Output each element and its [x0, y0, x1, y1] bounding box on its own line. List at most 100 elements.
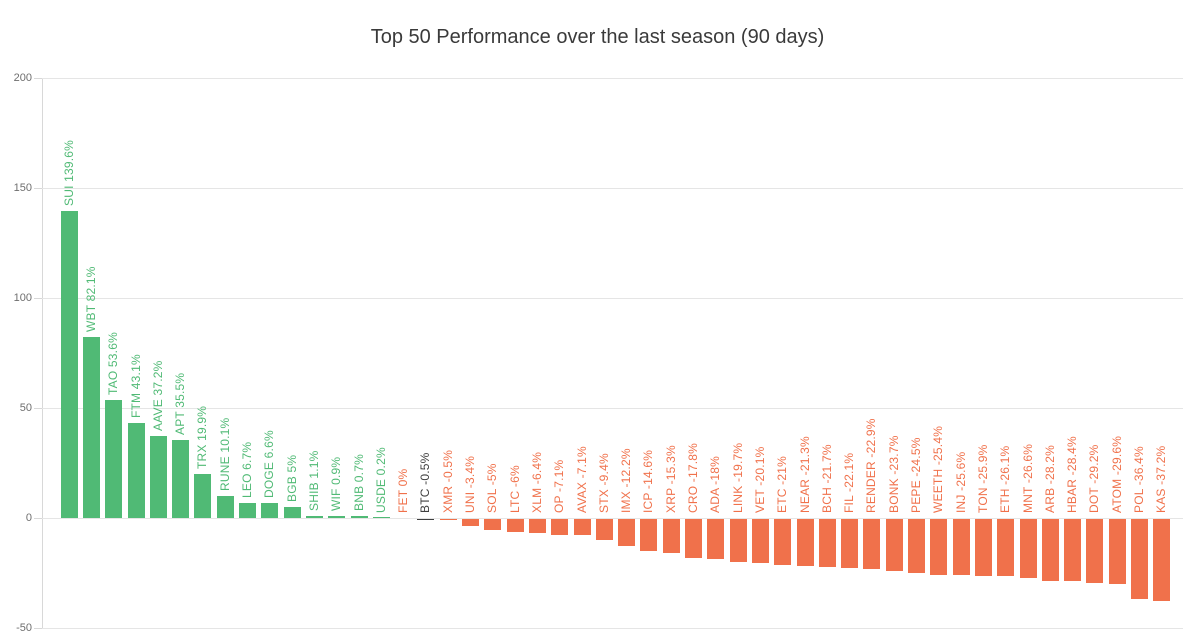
bar-wif[interactable] [328, 516, 346, 518]
bar-label-etc: ETC -21% [775, 456, 790, 513]
bar-btc[interactable] [417, 519, 435, 521]
bar-mnt[interactable] [1019, 519, 1037, 578]
bar-label-apt: APT 35.5% [173, 372, 188, 435]
bar-label-icp: ICP -14.6% [641, 449, 656, 513]
gridline [42, 298, 1183, 299]
bar-shib[interactable] [305, 515, 323, 518]
bar-ton[interactable] [974, 519, 992, 576]
y-tick-label: 150 [13, 182, 32, 194]
bar-ada[interactable] [707, 519, 725, 559]
y-tick-mark [34, 298, 42, 299]
bar-label-pol: POL -36.4% [1132, 446, 1147, 513]
bar-bch[interactable] [818, 519, 836, 567]
bar-label-near: NEAR -21.3% [797, 436, 812, 513]
bar-sol[interactable] [484, 519, 502, 530]
bar-label-render: RENDER -22.9% [864, 418, 879, 513]
bar-link[interactable] [729, 519, 747, 563]
bar-fil[interactable] [841, 519, 859, 568]
bar-label-pepe: PEPE -24.5% [909, 437, 924, 513]
bar-kas[interactable] [1153, 519, 1171, 601]
bar-bnb[interactable] [350, 516, 368, 518]
bar-apt[interactable] [172, 439, 190, 518]
bar-label-aave: AAVE 37.2% [150, 360, 165, 432]
bar-cro[interactable] [685, 519, 703, 559]
plot-area: SUI 139.6% WBT 82.1% TAO 53.6% FTM 43.1% AAV… [42, 78, 1183, 629]
bar-label-weeth: WEETH -25.4% [931, 425, 946, 513]
bar-label-vet: VET -20.1% [752, 446, 767, 513]
bar-xmr[interactable] [439, 519, 457, 521]
bar-inj[interactable] [952, 519, 970, 576]
bar-op[interactable] [551, 519, 569, 535]
bar-pol[interactable] [1131, 519, 1149, 600]
bar-uni[interactable] [462, 519, 480, 527]
bar-label-arb: ARB -28.2% [1042, 444, 1057, 513]
bar-label-bgb: BGB 5% [284, 454, 299, 502]
bar-wbt[interactable] [82, 337, 100, 518]
bar-tao[interactable] [105, 400, 123, 518]
bar-leo[interactable] [239, 503, 257, 518]
bar-label-stx: STX -9.4% [596, 453, 611, 513]
bar-sui[interactable] [60, 210, 78, 518]
bar-icp[interactable] [640, 519, 658, 552]
y-tick-label: 100 [13, 292, 32, 304]
bar-label-fet: FET 0% [396, 468, 411, 513]
bar-label-link: LINK -19.7% [730, 442, 745, 513]
bar-label-wbt: WBT 82.1% [83, 266, 98, 333]
bar-bgb[interactable] [283, 507, 301, 518]
bar-label-ton: TON -25.9% [975, 444, 990, 513]
bar-trx[interactable] [194, 474, 212, 518]
bar-weeth[interactable] [930, 519, 948, 575]
y-axis-line [42, 78, 43, 628]
bar-label-wif: WIF 0.9% [329, 456, 344, 512]
bar-label-kas: KAS -37.2% [1154, 445, 1169, 513]
bar-label-tao: TAO 53.6% [106, 332, 121, 396]
bar-label-dot: DOT -29.2% [1087, 444, 1102, 513]
bar-ltc[interactable] [506, 519, 524, 533]
bar-etc[interactable] [774, 519, 792, 566]
bar-near[interactable] [796, 519, 814, 566]
y-tick-mark [34, 408, 42, 409]
bar-avax[interactable] [573, 519, 591, 535]
bar-label-inj: INJ -25.6% [953, 451, 968, 513]
y-tick-mark [34, 628, 42, 629]
y-tick-label: 200 [13, 72, 32, 84]
bar-stx[interactable] [595, 519, 613, 540]
y-tick-mark [34, 78, 42, 79]
bar-hbar[interactable] [1064, 519, 1082, 582]
y-tick-mark [34, 188, 42, 189]
bar-label-ltc: LTC -6% [507, 465, 522, 513]
bar-label-shib: SHIB 1.1% [306, 450, 321, 511]
bar-pepe[interactable] [908, 519, 926, 573]
bar-xlm[interactable] [528, 519, 546, 534]
bar-bonk[interactable] [885, 519, 903, 572]
bar-vet[interactable] [751, 519, 769, 564]
y-tick-label: 50 [19, 402, 32, 414]
bar-ftm[interactable] [127, 423, 145, 518]
bar-label-xrp: XRP -15.3% [663, 445, 678, 513]
bar-label-sui: SUI 139.6% [61, 139, 76, 206]
bar-label-bch: BCH -21.7% [819, 444, 834, 513]
bar-label-fil: FIL -22.1% [842, 452, 857, 513]
bar-arb[interactable] [1041, 519, 1059, 582]
bar-atom[interactable] [1108, 519, 1126, 585]
gridline [42, 78, 1183, 79]
bar-doge[interactable] [261, 503, 279, 518]
bar-rune[interactable] [216, 495, 234, 518]
bar-label-uni: UNI -3.4% [463, 455, 478, 513]
bar-render[interactable] [863, 519, 881, 570]
bar-xrp[interactable] [662, 519, 680, 553]
y-tick-mark [34, 518, 42, 519]
bar-label-btc: BTC -0.5% [418, 452, 433, 513]
bar-label-hbar: HBAR -28.4% [1065, 436, 1080, 513]
bar-dot[interactable] [1086, 519, 1104, 584]
bar-label-xlm: XLM -6.4% [529, 451, 544, 513]
gridline [42, 188, 1183, 189]
bar-aave[interactable] [149, 436, 167, 518]
bar-label-leo: LEO 6.7% [240, 441, 255, 499]
bar-imx[interactable] [618, 519, 636, 546]
y-tick-label: 0 [25, 512, 32, 524]
bar-eth[interactable] [997, 519, 1015, 577]
bar-usde[interactable] [372, 517, 390, 518]
bar-label-cro: CRO -17.8% [686, 442, 701, 513]
